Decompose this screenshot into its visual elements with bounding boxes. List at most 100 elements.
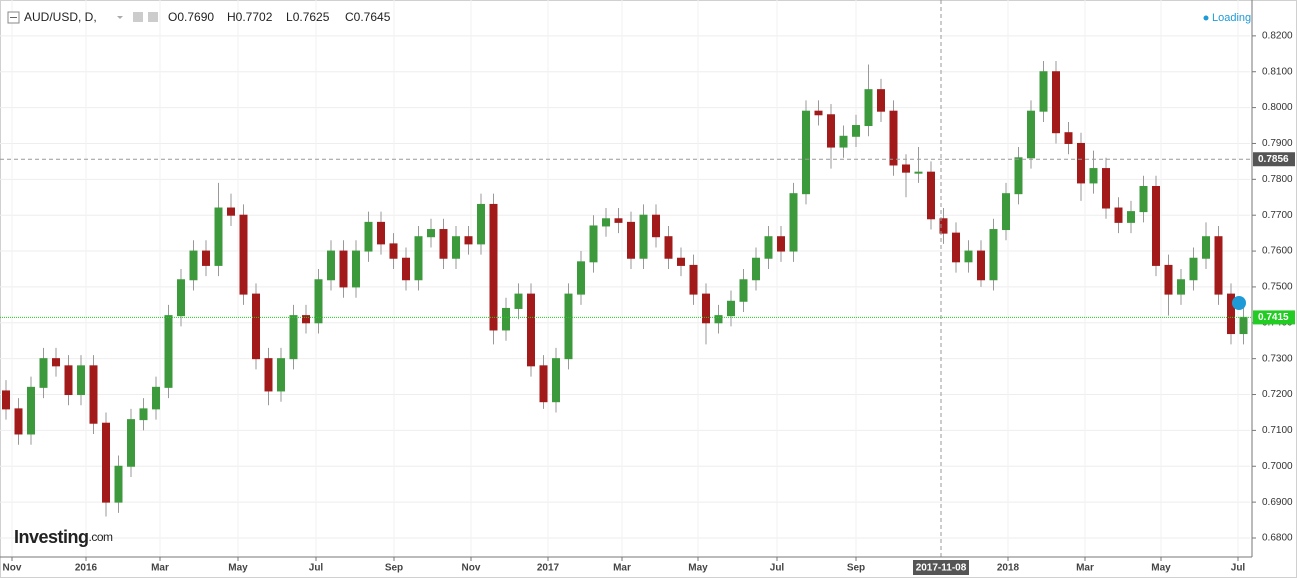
y-tick-label: 0.8100 xyxy=(1262,66,1293,77)
candle-body xyxy=(1077,142,1085,184)
candle-body xyxy=(602,218,610,227)
candle-body xyxy=(1002,193,1010,231)
ohlc-item: H0.7702 xyxy=(227,10,273,24)
status-dot xyxy=(1203,15,1209,21)
candle-body xyxy=(214,207,223,266)
candle-body xyxy=(264,358,273,392)
ohlc-key: O xyxy=(168,10,177,24)
candle-body xyxy=(152,386,160,410)
candle-body xyxy=(327,250,335,281)
candle-body xyxy=(952,232,960,263)
candle-body xyxy=(164,315,173,388)
candle-body xyxy=(827,114,835,148)
candle-body xyxy=(1227,293,1235,335)
last-price-label: 0.7415 xyxy=(1258,312,1289,323)
ohlc-item: O0.7690 xyxy=(168,10,214,24)
x-tick-label: Sep xyxy=(385,563,403,574)
dropdown-icon[interactable] xyxy=(117,16,123,19)
candle-body xyxy=(1139,186,1148,213)
candle-body xyxy=(377,221,385,245)
x-tick-label: 2018 xyxy=(997,563,1020,574)
candle-body xyxy=(89,365,98,424)
y-tick-label: 0.7200 xyxy=(1262,389,1293,400)
candle-body xyxy=(1152,186,1160,266)
ohlc-key: H xyxy=(227,10,236,24)
x-tick-label: Mar xyxy=(613,563,631,574)
candle-body xyxy=(477,203,485,245)
candle-body xyxy=(852,125,860,137)
candle-body xyxy=(589,225,598,263)
candle-body xyxy=(752,257,760,281)
candle-body xyxy=(402,257,410,281)
close-icon[interactable] xyxy=(148,12,158,22)
ohlc-header: O0.7690 H0.7702 L0.7625 C0.7645 xyxy=(168,10,391,24)
candle-body xyxy=(689,264,698,295)
x-tick-label: Jul xyxy=(770,563,785,574)
crosshair-y-label-bg xyxy=(1253,152,1295,167)
candle-body xyxy=(914,171,923,174)
y-tick-label: 0.7000 xyxy=(1262,461,1293,472)
candle-body xyxy=(989,229,998,281)
candle-body xyxy=(252,293,260,360)
candle-body xyxy=(964,250,973,263)
candle-body xyxy=(1102,168,1110,209)
candle-body xyxy=(977,250,985,281)
candle-body xyxy=(1177,279,1185,295)
y-tick-label: 0.7600 xyxy=(1262,246,1293,257)
ohlc-value: 0.7702 xyxy=(236,10,273,24)
candle-body xyxy=(1089,168,1098,184)
candle-body xyxy=(564,293,573,360)
candle-body xyxy=(1064,132,1073,144)
candles xyxy=(2,60,1248,517)
y-tick-label: 0.8000 xyxy=(1262,102,1293,113)
y-tick-label: 0.6800 xyxy=(1262,533,1293,544)
y-tick-label: 0.7500 xyxy=(1262,282,1293,293)
y-tick-label: 0.7800 xyxy=(1262,174,1293,185)
candle-body xyxy=(1114,207,1123,223)
candle-body xyxy=(777,236,785,252)
candle-body xyxy=(889,110,898,166)
candle-body xyxy=(527,293,535,367)
crosshair-y-label: 0.7856 xyxy=(1258,154,1289,165)
candle-body xyxy=(927,171,935,220)
candle-body xyxy=(139,408,148,421)
x-tick-label: May xyxy=(228,563,248,574)
ohlc-value: 0.7625 xyxy=(293,10,330,24)
symbol-title: AUD/USD, D, xyxy=(24,10,97,24)
y-tick-label: 0.7700 xyxy=(1262,210,1293,221)
candle-body xyxy=(314,279,323,324)
candle-body xyxy=(714,315,723,324)
x-tick-label: Nov xyxy=(462,563,481,574)
candle-body xyxy=(239,214,248,295)
candle-body xyxy=(514,293,523,309)
candle-body xyxy=(202,250,210,266)
position-marker[interactable] xyxy=(1232,296,1246,310)
candle-body xyxy=(439,229,448,259)
candle-body xyxy=(1027,110,1035,159)
candle-body xyxy=(902,164,910,173)
candle-body xyxy=(1127,211,1135,223)
candle-body xyxy=(289,315,298,360)
candle-body xyxy=(464,236,473,245)
candle-body xyxy=(877,89,885,112)
candle-body xyxy=(277,358,285,392)
candle-body xyxy=(1052,71,1060,134)
x-tick-label: May xyxy=(1151,563,1171,574)
x-tick-label: 2016 xyxy=(75,563,98,574)
y-tick-label: 0.8200 xyxy=(1262,31,1293,42)
candle-body xyxy=(389,243,398,259)
y-tick-label: 0.6900 xyxy=(1262,497,1293,508)
ohlc-key: L xyxy=(286,10,293,24)
ohlc-value: 0.7645 xyxy=(354,10,391,24)
candle-body xyxy=(652,214,660,238)
candle-body xyxy=(177,279,185,317)
candle-body xyxy=(502,307,510,331)
candle-body xyxy=(427,229,435,238)
candle-body xyxy=(452,236,460,259)
logo-name: Investing xyxy=(14,527,89,547)
candle-body xyxy=(114,465,123,503)
settings-icon[interactable] xyxy=(133,12,143,22)
candle-body xyxy=(189,250,198,281)
candle-body xyxy=(39,358,48,388)
